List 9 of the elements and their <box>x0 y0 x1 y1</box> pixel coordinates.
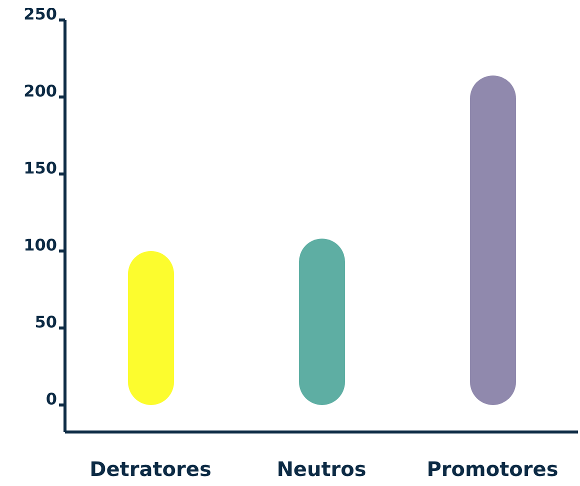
y-tick-label: 100 <box>24 236 57 255</box>
x-tick-label: Promotores <box>426 457 558 482</box>
x-tick-label: Detratores <box>90 457 212 482</box>
y-tick-label: 0 <box>46 390 57 409</box>
y-tick-label: 200 <box>24 82 57 101</box>
x-tick-label: Neutros <box>276 457 366 482</box>
y-tick-label: 250 <box>24 4 57 24</box>
y-tick-label: 150 <box>24 158 57 178</box>
y-tick-label: 50 <box>34 312 57 332</box>
